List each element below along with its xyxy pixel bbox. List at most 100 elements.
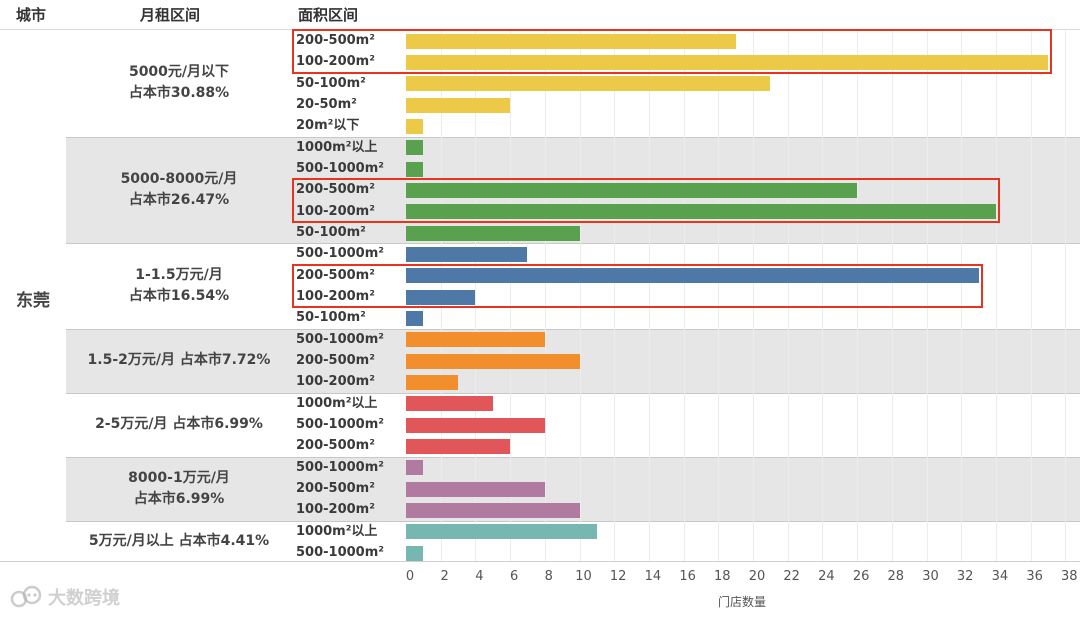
x-axis-label: 门店数量 xyxy=(717,595,766,609)
rent-group-label-line: 5万元/月以上 占本市4.41% xyxy=(88,533,270,550)
gridline xyxy=(787,30,789,561)
rent-group-label: 5000元/月以下 占本市30.88% xyxy=(66,30,292,137)
bar xyxy=(406,54,1048,70)
x-tick-label: 14 xyxy=(644,569,662,584)
x-tick-label: 16 xyxy=(679,569,696,584)
area-label: 100-200m² xyxy=(296,288,375,304)
gridline xyxy=(822,30,824,561)
bar xyxy=(406,268,979,284)
bar xyxy=(406,225,580,241)
group-divider xyxy=(66,520,1080,522)
rent-group-label: 5万元/月以上 占本市4.41% xyxy=(66,521,292,564)
bar xyxy=(406,33,736,49)
gridline xyxy=(475,30,477,561)
x-tick-label: 18 xyxy=(714,569,731,584)
area-label: 50-100m² xyxy=(296,75,366,91)
rent-group-label-line: 占本市26.47% xyxy=(128,191,230,208)
x-tick-label: 28 xyxy=(887,569,905,584)
bar xyxy=(406,460,424,476)
area-label: 100-200m² xyxy=(296,374,375,390)
watermark-logo-icon xyxy=(10,585,42,608)
city-label: 东莞 xyxy=(16,290,50,311)
gridline xyxy=(510,30,512,561)
group-divider xyxy=(66,392,1080,394)
bar xyxy=(406,161,424,177)
area-label: 500-1000m² xyxy=(296,416,384,432)
area-label: 200-500m² xyxy=(296,480,375,496)
area-label: 1000m²以上 xyxy=(296,523,378,539)
bar xyxy=(406,140,424,156)
rent-group-label-line: 1-1.5万元/月 xyxy=(135,266,223,283)
area-label: 50-100m² xyxy=(296,310,366,326)
bar xyxy=(406,332,545,348)
group-divider xyxy=(66,243,1080,245)
bar xyxy=(406,353,580,369)
bar xyxy=(406,76,771,92)
rent-group-label: 1.5-2万元/月 占本市7.72% xyxy=(66,329,292,393)
bar xyxy=(406,374,459,390)
area-label: 500-1000m² xyxy=(296,160,384,176)
bar xyxy=(406,289,476,305)
watermark-text: 大数跨境 xyxy=(48,588,120,609)
x-tick-label: 38 xyxy=(1061,569,1078,584)
rent-group-label-line: 5000元/月以下 xyxy=(128,64,230,81)
area-label: 100-200m² xyxy=(296,502,375,518)
area-label: 200-500m² xyxy=(296,438,375,454)
area-label: 500-1000m² xyxy=(296,246,384,262)
gridline xyxy=(1065,30,1067,561)
highlight-box xyxy=(292,178,1000,223)
x-tick-label: 0 xyxy=(405,569,415,584)
x-tick-label: 6 xyxy=(509,569,519,584)
bar xyxy=(406,417,545,433)
rent-group-label-line: 1.5-2万元/月 占本市7.72% xyxy=(87,352,271,369)
gridline xyxy=(857,30,859,561)
x-tick-label: 2 xyxy=(440,569,449,584)
rent-group-label-line: 8000-1万元/月 xyxy=(128,469,230,486)
rent-group-label: 2-5万元/月 占本市6.99% xyxy=(66,393,292,457)
x-tick-label: 26 xyxy=(852,569,870,584)
gridline xyxy=(718,30,720,561)
header-rent: 月租区间 xyxy=(140,6,201,24)
bar xyxy=(406,310,424,326)
area-label: 1000m²以上 xyxy=(296,139,378,155)
bar xyxy=(406,545,424,561)
highlight-box xyxy=(292,263,983,309)
area-label: 500-1000m² xyxy=(296,544,384,560)
rent-group-label-line: 占本市16.54% xyxy=(128,287,230,304)
bar xyxy=(406,182,858,198)
header-city: 城市 xyxy=(16,6,47,24)
bar xyxy=(406,97,511,113)
bar xyxy=(406,246,528,262)
gridline xyxy=(648,30,650,561)
rent-group-label-line: 5000-8000元/月 xyxy=(120,170,238,187)
area-label: 200-500m² xyxy=(296,33,375,48)
area-label: 500-1000m² xyxy=(296,459,384,475)
area-label: 100-200m² xyxy=(296,54,375,70)
rent-group-label-line: 占本市6.99% xyxy=(133,490,225,507)
bar xyxy=(406,524,597,540)
gridline xyxy=(961,30,963,561)
rent-group-label-line: 2-5万元/月 占本市6.99% xyxy=(95,416,263,433)
area-label: 100-200m² xyxy=(296,203,375,219)
area-label: 50-100m² xyxy=(296,224,366,240)
rent-group-label: 8000-1万元/月 占本市6.99% xyxy=(66,457,292,521)
highlight-box xyxy=(292,29,1052,74)
x-tick-label: 20 xyxy=(748,569,766,584)
bar xyxy=(406,204,996,220)
header-area: 面积区间 xyxy=(298,6,359,24)
gridline xyxy=(1030,30,1032,561)
bar xyxy=(406,396,493,412)
x-tick-label: 8 xyxy=(544,569,553,584)
area-label: 200-500m² xyxy=(296,352,375,368)
area-label: 1000m²以上 xyxy=(296,395,378,411)
x-tick-label: 24 xyxy=(818,569,835,584)
area-label: 500-1000m² xyxy=(296,331,384,347)
bar xyxy=(406,502,580,518)
gridline xyxy=(579,30,581,561)
watermark: 大数跨境 xyxy=(10,584,120,610)
rent-group-label-line: 占本市30.88% xyxy=(128,85,230,102)
x-tick-label: 34 xyxy=(991,569,1009,584)
x-tick-label: 30 xyxy=(922,569,939,584)
group-divider xyxy=(66,456,1080,458)
